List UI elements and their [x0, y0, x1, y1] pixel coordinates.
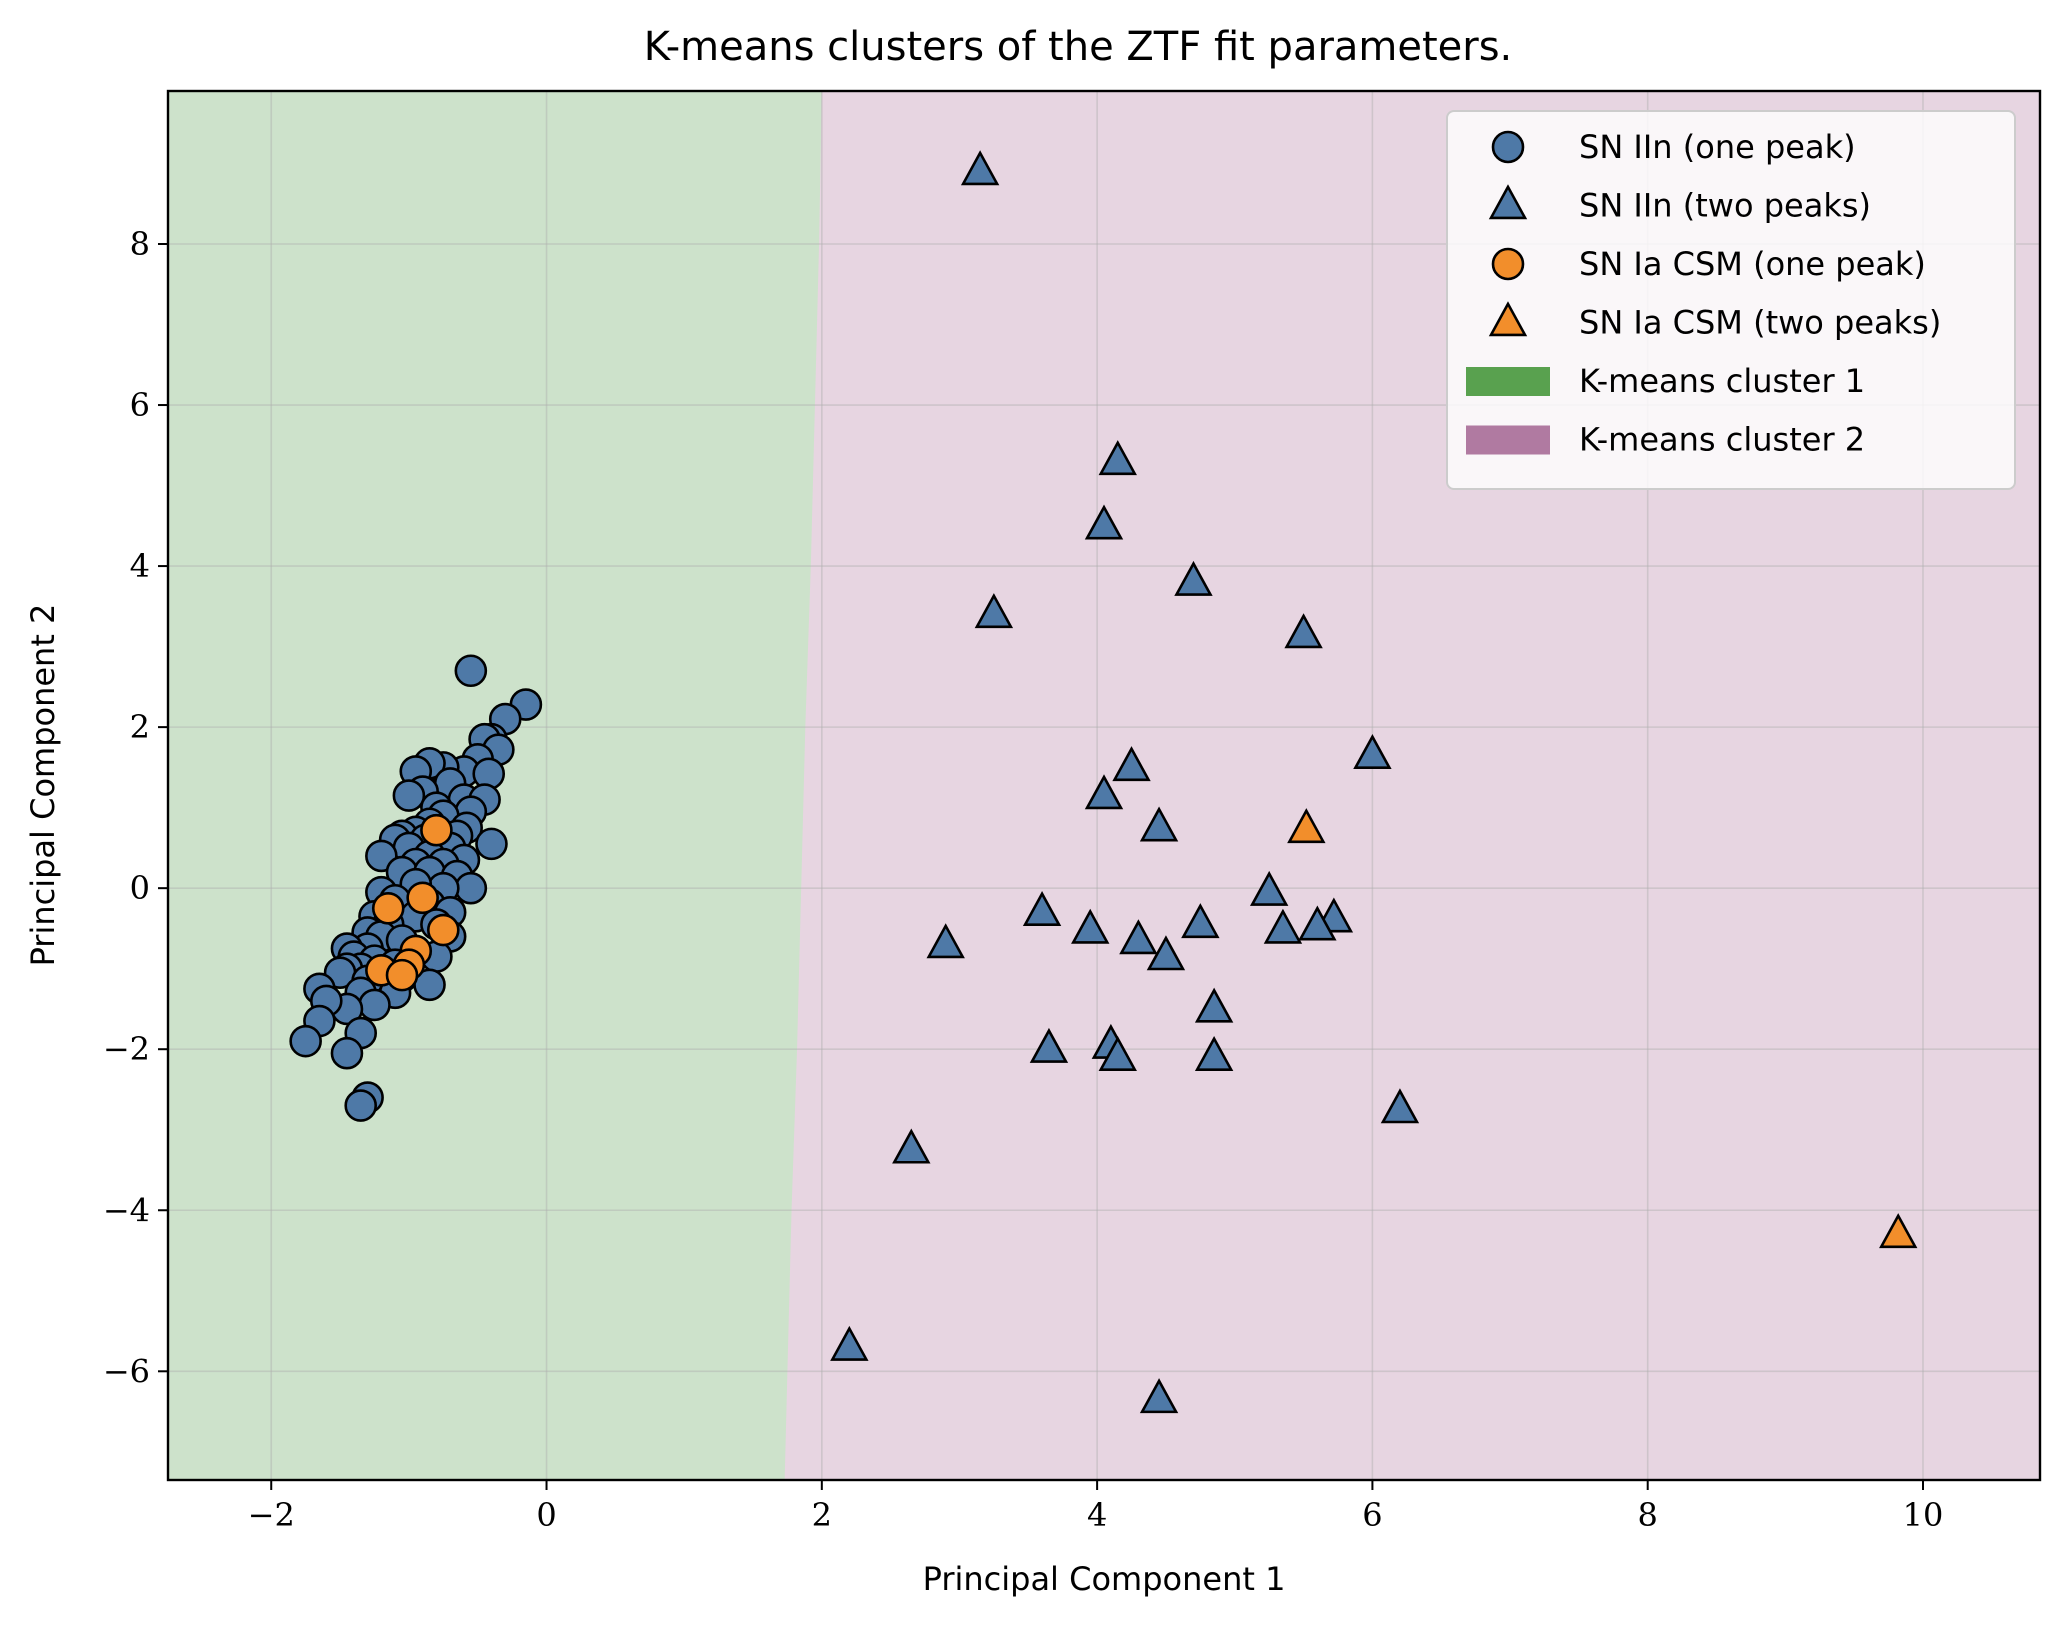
data-point-circle — [426, 913, 460, 947]
data-point-circle — [454, 871, 488, 905]
chart-title: K-means clusters of the ZTF fit paramete… — [644, 24, 1513, 70]
y-tick-label: 0 — [130, 869, 150, 907]
data-point-triangle — [1249, 870, 1289, 906]
data-point-triangle — [1879, 1213, 1918, 1249]
data-point-circle — [475, 827, 508, 861]
data-point-triangle — [1022, 891, 1062, 927]
scatter-points — [289, 150, 1918, 1414]
data-point-triangle — [1071, 908, 1110, 944]
legend: SN IIn (one peak) SN IIn (two peaks) SN Ia… — [1446, 110, 2016, 490]
data-point-triangle — [1194, 987, 1234, 1023]
data-point-triangle — [960, 150, 1000, 186]
y-axis-ticks: −6 −4 −2 0 2 4 6 8 — [103, 225, 168, 1390]
data-point-triangle — [926, 923, 965, 959]
data-point-circle — [344, 1089, 378, 1122]
data-point-triangle — [1119, 919, 1158, 955]
data-point-circle — [371, 891, 405, 925]
data-point-triangle — [1112, 746, 1151, 782]
data-point-triangle — [1174, 560, 1213, 596]
legend-patch — [1466, 425, 1550, 455]
data-point-triangle — [1287, 808, 1326, 844]
legend-marker-circle — [1491, 130, 1525, 164]
legend-label: SN IIn (one peak) — [1579, 128, 1856, 166]
legend-label: SN IIn (two peaks) — [1579, 187, 1871, 225]
series-sn-ia-csm-one-peak — [365, 813, 460, 992]
x-tick-label: 2 — [812, 1496, 832, 1534]
data-point-triangle — [1194, 1035, 1234, 1071]
legend-label: SN Ia CSM (two peaks) — [1579, 304, 1941, 342]
y-tick-label: −6 — [103, 1352, 150, 1390]
y-tick-label: 8 — [130, 225, 150, 263]
data-point-triangle — [1098, 440, 1137, 476]
data-point-triangle — [1139, 1378, 1179, 1414]
legend-label: K-means cluster 1 — [1579, 362, 1865, 400]
data-point-triangle — [1029, 1027, 1069, 1063]
data-point-triangle — [1098, 1035, 1137, 1071]
legend-marker-triangle — [1488, 301, 1528, 337]
x-tick-label: −2 — [248, 1496, 295, 1534]
x-axis-ticks: −2 0 2 4 6 8 10 — [248, 1480, 1944, 1534]
data-point-triangle — [1380, 1088, 1420, 1124]
data-point-circle — [406, 881, 439, 915]
legend-box — [1446, 110, 2016, 490]
x-axis-label: Principal Component 1 — [923, 1560, 1286, 1598]
y-tick-label: 2 — [130, 708, 150, 746]
legend-label: SN Ia CSM (one peak) — [1579, 245, 1926, 283]
data-point-triangle — [892, 1128, 931, 1164]
data-point-triangle — [1284, 613, 1323, 649]
series-sn-ia-csm-two-peaks — [1287, 808, 1918, 1249]
data-point-triangle — [830, 1325, 869, 1361]
y-tick-label: −4 — [103, 1191, 150, 1229]
plot-frame — [166, 89, 2042, 1482]
y-tick-label: 4 — [130, 547, 150, 585]
data-point-circle — [420, 813, 453, 847]
grid-lines — [168, 91, 2040, 1480]
data-point-triangle — [1353, 734, 1392, 770]
data-point-triangle — [1181, 903, 1220, 939]
data-point-triangle — [1298, 905, 1337, 941]
data-point-triangle — [974, 593, 1014, 629]
data-point-circle — [454, 654, 488, 688]
y-axis-label: Principal Component 2 — [24, 604, 62, 967]
x-tick-label: 10 — [1903, 1496, 1944, 1534]
y-tick-label: −2 — [103, 1030, 150, 1068]
data-point-triangle — [1139, 806, 1179, 842]
x-tick-label: 4 — [1087, 1496, 1107, 1534]
data-point-triangle — [1084, 504, 1124, 540]
legend-marker-triangle — [1488, 184, 1528, 220]
legend-marker-circle — [1491, 247, 1525, 281]
data-point-circle — [358, 988, 391, 1022]
y-tick-label: 6 — [130, 386, 150, 424]
x-tick-label: 6 — [1362, 1496, 1382, 1534]
x-tick-label: 0 — [536, 1496, 556, 1534]
data-point-circle — [385, 958, 419, 992]
legend-patch — [1466, 367, 1550, 396]
series-sn-iin-two-peaks — [830, 150, 1420, 1414]
data-point-circle — [392, 779, 426, 812]
data-point-circle — [289, 1024, 322, 1058]
legend-label: K-means cluster 2 — [1579, 421, 1865, 459]
data-point-triangle — [1084, 774, 1124, 810]
x-tick-label: 8 — [1638, 1496, 1658, 1534]
data-point-triangle — [1263, 908, 1303, 944]
data-point-circle — [330, 1036, 364, 1070]
data-point-triangle — [1146, 935, 1186, 971]
